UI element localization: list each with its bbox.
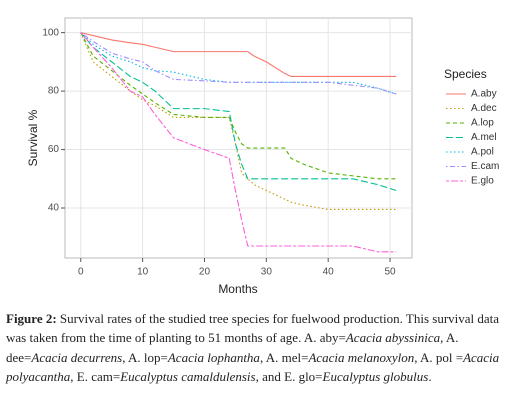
y-tick-label: 80	[48, 86, 60, 97]
legend-label: E.cam	[471, 161, 499, 172]
y-tick-label: 60	[48, 144, 60, 155]
y-axis-title: Survival %	[26, 109, 40, 166]
x-axis-title: Months	[218, 282, 257, 296]
y-tick-label: 100	[42, 27, 59, 38]
x-tick-label: 50	[384, 267, 396, 278]
x-tick-label: 20	[199, 267, 211, 278]
legend-title: Species	[444, 67, 487, 81]
series-line	[80, 32, 397, 180]
caption-text: .	[428, 369, 432, 385]
series-line	[80, 32, 397, 191]
caption-text: Eucalyptus camaldulensis	[120, 369, 256, 385]
series-line	[80, 32, 397, 211]
figure-caption: Figure 2: Survival rates of the studied …	[6, 309, 518, 387]
caption-text: , A. dee=	[6, 330, 462, 365]
caption-text: Acacia lophantha	[167, 349, 260, 365]
grid	[65, 18, 412, 258]
caption-text: , and E. glo=	[255, 369, 323, 385]
series-line	[80, 32, 397, 78]
caption-text: Acacia decurrens	[31, 349, 123, 365]
caption-text: Figure 2:	[6, 311, 57, 326]
caption-text: , A. lop=	[122, 349, 168, 365]
legend-label: A.pol	[471, 147, 494, 158]
legend-label: A.lop	[471, 118, 494, 129]
x-tick-label: 40	[323, 267, 335, 278]
series-line	[80, 32, 397, 253]
x-tick-label: 10	[137, 267, 149, 278]
y-tick-label: 40	[48, 203, 60, 214]
x-tick-label: 30	[261, 267, 273, 278]
x-tick-label: 0	[78, 267, 84, 278]
caption-text: Survival rates of the studied tree speci…	[6, 311, 503, 346]
caption-text: Acacia abyssinica	[345, 330, 441, 346]
legend-label: A.mel	[471, 132, 497, 143]
caption-text: Eucalyptus globulus	[322, 369, 429, 385]
caption-text: , A. pol =	[414, 349, 464, 365]
series-line	[80, 32, 397, 95]
caption-text: Acacia melanoxylon	[308, 349, 415, 365]
caption-text: , E. cam=	[70, 369, 121, 385]
legend-label: A.aby	[471, 89, 497, 100]
caption-text: , A. mel=	[259, 349, 309, 365]
chart: Months Survival % Species 40 60 80 100 0 10 20…	[26, 17, 499, 296]
legend-label: E.glo	[471, 176, 494, 187]
legend-label: A.dec	[471, 103, 497, 114]
caption-text: Acacia polyacantha	[6, 349, 503, 385]
